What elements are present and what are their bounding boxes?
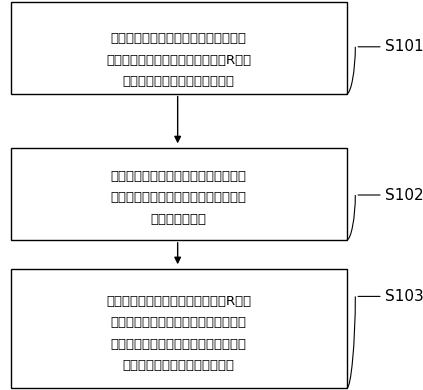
Text: S103: S103 — [385, 289, 423, 304]
Text: 二扫描线的噪声: 二扫描线的噪声 — [151, 213, 207, 226]
Text: 将所述第二扫描线的噪声与噪声比R相乘: 将所述第二扫描线的噪声与噪声比R相乘 — [106, 295, 251, 308]
Bar — [11, 148, 347, 240]
Bar — [11, 2, 347, 94]
Text: S102: S102 — [385, 188, 423, 202]
Text: 线的总信号减去第一扫描线的噪声获得: 线的总信号减去第一扫描线的噪声获得 — [111, 338, 247, 351]
Bar — [11, 269, 347, 388]
Text: 述第一扫描线与第二扫描线相邻: 述第一扫描线与第二扫描线相邻 — [123, 75, 235, 89]
Text: 去除噪声后的第一扫描线的信号: 去除噪声后的第一扫描线的信号 — [123, 359, 235, 372]
Text: S101: S101 — [385, 39, 423, 54]
Text: 采用信号采样电路测量所述第一扫描线: 采用信号采样电路测量所述第一扫描线 — [111, 170, 247, 183]
Text: 获得第一扫描线的噪声，并将第一扫描: 获得第一扫描线的噪声，并将第一扫描 — [111, 316, 247, 329]
Text: 的总信号，并采用噪声取样电路测量第: 的总信号，并采用噪声取样电路测量第 — [111, 191, 247, 204]
Text: 噪声与第二扫描线的噪声的噪声比R，所: 噪声与第二扫描线的噪声的噪声比R，所 — [106, 54, 251, 67]
Text: 预先获取电容式触摸屏上第一扫描线的: 预先获取电容式触摸屏上第一扫描线的 — [111, 32, 247, 46]
